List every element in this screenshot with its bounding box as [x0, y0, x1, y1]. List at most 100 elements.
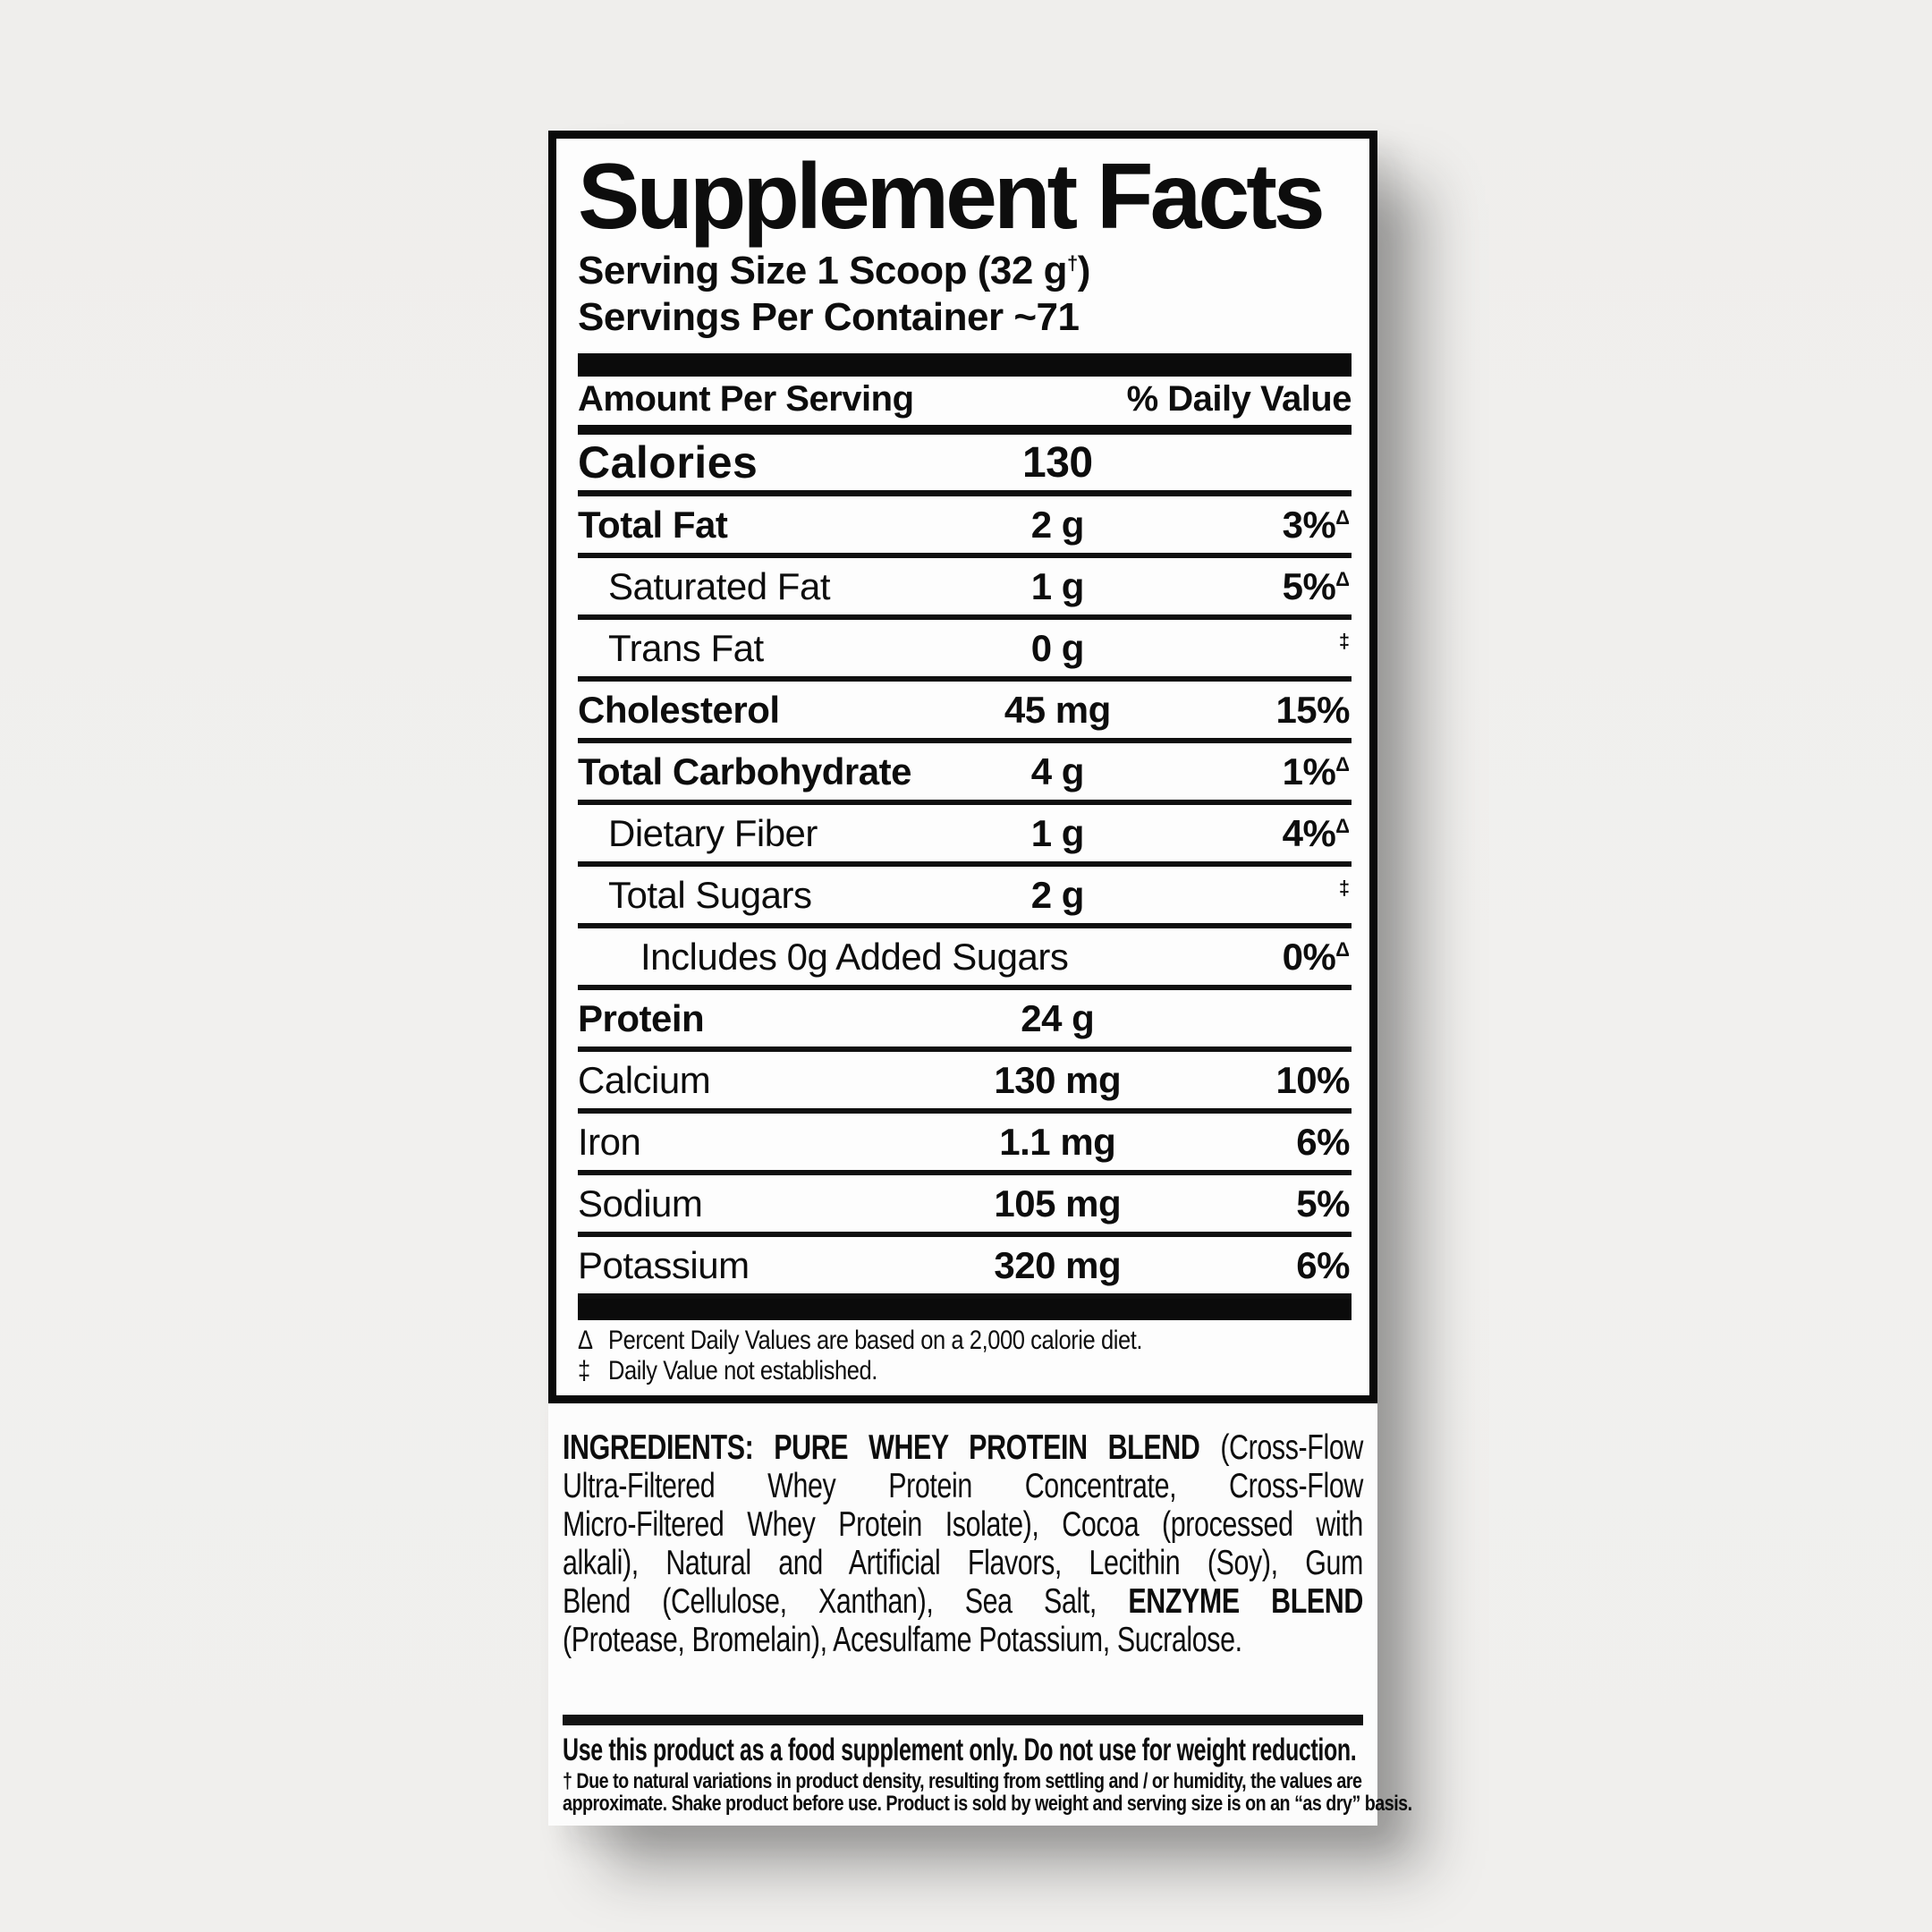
nutrient-daily-value: 6%	[1296, 1244, 1350, 1287]
ingredients-line: (Protease, Bromelain), Acesulfame Potass…	[563, 1621, 1242, 1659]
nutrient-row-potassium: Potassium 320 mg 6%	[578, 1237, 1352, 1299]
dv-symbol: ‡	[1338, 629, 1350, 652]
nutrient-amount: 4 g	[1030, 750, 1085, 792]
nutrient-daily-value: ‡	[1339, 874, 1350, 917]
dv-percent: 10%	[1275, 1058, 1350, 1101]
dv-percent: 3%	[1282, 503, 1336, 546]
nutrient-row-protein: Protein 24 g	[578, 990, 1352, 1052]
nutrient-daily-value: 5%Δ	[1283, 565, 1350, 608]
directions-section: Use this product as a food supplement on…	[563, 1733, 1412, 1816]
nutrient-amount: 1.1 mg	[999, 1120, 1116, 1163]
ingredients-line: Blend (Cellulose, Xanthan), Sea Salt, EN…	[563, 1582, 1363, 1621]
nutrient-amount: 0 g	[1030, 626, 1085, 669]
dv-symbol: ‡	[1338, 876, 1350, 899]
serving-size-close: )	[1077, 249, 1091, 292]
dv-percent: 0%	[1282, 935, 1336, 978]
nutrient-row-total-carbohydrate: Total Carbohydrate 4 g 1%Δ	[578, 743, 1352, 805]
nutrient-amount: 24 g	[1021, 996, 1095, 1039]
nutrient-row-total-sugars: Total Sugars 2 g ‡	[578, 867, 1352, 928]
usage-statement: Use this product as a food supplement on…	[563, 1733, 1357, 1767]
ingredients-line: alkali), Natural and Artificial Flavors,…	[563, 1544, 1363, 1582]
nutrient-amount: 130 mg	[994, 1058, 1122, 1101]
serving-size-text: Serving Size 1 Scoop (32 g	[578, 249, 1067, 292]
nutrient-name: Total Fat	[578, 503, 728, 546]
dv-percent: 5%	[1282, 564, 1336, 607]
nutrient-name: Trans Fat	[608, 626, 764, 669]
density-note: † Due to natural variations in product d…	[563, 1769, 1412, 1816]
nutrient-name: Calcium	[578, 1058, 711, 1101]
usage-statement-wrap: Use this product as a food supplement on…	[563, 1733, 1363, 1768]
thick-divider-bottom	[578, 1299, 1352, 1320]
panel-title: Supplement Facts	[578, 145, 1326, 249]
ingredients-heading: INGREDIENTS: PURE WHEY PROTEIN BLEND	[563, 1428, 1200, 1467]
density-note-line: † Due to natural variations in product d…	[563, 1769, 1362, 1793]
ingredients-line: Micro-Filtered Whey Protein Isolate), Co…	[563, 1505, 1363, 1544]
nutrient-amount: 1 g	[1030, 811, 1085, 854]
servings-per-container-line: Servings Per Container ~71	[578, 295, 1080, 339]
nutrient-row-total-fat: Total Fat 2 g 3%Δ	[578, 496, 1352, 558]
nutrient-amount: 2 g	[1030, 873, 1085, 916]
nutrient-name: Saturated Fat	[608, 564, 830, 607]
nutrient-row-trans-fat: Trans Fat 0 g ‡	[578, 620, 1352, 682]
supplement-label: Supplement Facts Serving Size 1 Scoop (3…	[548, 131, 1412, 1826]
dv-symbol: Δ	[1335, 505, 1350, 529]
dv-percent: 5%	[1296, 1182, 1350, 1224]
nutrient-row-added-sugars: Includes 0g Added Sugars 0%Δ	[578, 928, 1352, 990]
nutrient-row-calcium: Calcium 130 mg 10%	[578, 1052, 1352, 1114]
nutrient-name: Iron	[578, 1120, 641, 1163]
nutrient-daily-value: 5%	[1296, 1182, 1350, 1225]
nutrient-row-iron: Iron 1.1 mg 6%	[578, 1114, 1352, 1175]
nutrient-name: Sodium	[578, 1182, 703, 1224]
nutrient-name: Protein	[578, 996, 705, 1039]
column-header-row: Amount Per Serving % Daily Value	[578, 377, 1352, 425]
nutrient-name: Total Carbohydrate	[578, 750, 911, 792]
dv-symbol: Δ	[1335, 567, 1350, 590]
ingredients-line: Ultra-Filtered Whey Protein Concentrate,…	[563, 1467, 1363, 1505]
calories-value: 130	[1022, 438, 1093, 487]
dagger-symbol: †	[1066, 251, 1078, 275]
supplement-facts-panel: Supplement Facts Serving Size 1 Scoop (3…	[548, 131, 1377, 1403]
dv-symbol: Δ	[1335, 814, 1350, 837]
density-note-line: approximate. Shake product before use. P…	[563, 1792, 1412, 1816]
nutrient-name: Dietary Fiber	[608, 811, 818, 854]
nutrient-row-sodium: Sodium 105 mg 5%	[578, 1175, 1352, 1237]
nutrient-name: Total Sugars	[608, 873, 812, 916]
nutrient-amount: 105 mg	[994, 1182, 1122, 1224]
nutrient-amount: 2 g	[1030, 503, 1085, 546]
ingredients-section: INGREDIENTS: PURE WHEY PROTEIN BLEND (Cr…	[563, 1428, 1363, 1659]
footnotes: Δ Percent Daily Values are based on a 2,…	[578, 1326, 1352, 1395]
serving-size-line: Serving Size 1 Scoop (32 g†)	[578, 248, 1352, 294]
nutrient-amount: 45 mg	[1004, 688, 1111, 731]
header-rule	[578, 425, 1352, 435]
ingredients-paragraph: INGREDIENTS: PURE WHEY PROTEIN BLEND (Cr…	[563, 1428, 1363, 1659]
amount-per-serving-header: Amount Per Serving	[578, 379, 914, 419]
nutrient-daily-value: 0%Δ	[1283, 936, 1350, 979]
nutrient-row-saturated-fat: Saturated Fat 1 g 5%Δ	[578, 558, 1352, 620]
dv-percent: 4%	[1282, 811, 1336, 854]
nutrient-row-cholesterol: Cholesterol 45 mg 15%	[578, 682, 1352, 743]
ingredients-text: (Cross-Flow	[1199, 1428, 1363, 1467]
dv-percent: 6%	[1296, 1120, 1350, 1163]
nutrient-row-dietary-fiber: Dietary Fiber 1 g 4%Δ	[578, 805, 1352, 867]
bottom-divider	[563, 1715, 1363, 1725]
calories-label: Calories	[578, 437, 758, 487]
nutrient-daily-value: 4%Δ	[1283, 812, 1350, 855]
footnote-text: Daily Value not established.	[608, 1356, 877, 1385]
dv-percent: 6%	[1296, 1243, 1350, 1286]
triangle-symbol: Δ	[578, 1326, 593, 1355]
dv-symbol: Δ	[1335, 752, 1350, 775]
footnote-text: Percent Daily Values are based on a 2,00…	[608, 1326, 1143, 1355]
double-dagger-symbol: ‡	[578, 1356, 590, 1385]
calories-row: Calories 130	[578, 435, 1352, 496]
dv-percent: 1%	[1282, 750, 1336, 792]
nutrient-amount: 1 g	[1030, 564, 1085, 607]
nutrient-daily-value: 15%	[1275, 689, 1350, 732]
ingredients-line: INGREDIENTS: PURE WHEY PROTEIN BLEND (Cr…	[563, 1428, 1363, 1467]
nutrient-daily-value: 10%	[1275, 1059, 1350, 1102]
footnote-not-established: ‡ Daily Value not established.	[578, 1356, 1352, 1386]
daily-value-header: % Daily Value	[1126, 379, 1352, 419]
enzyme-blend-heading: ENZYME BLEND	[1096, 1582, 1363, 1621]
nutrient-daily-value: 1%Δ	[1283, 750, 1350, 793]
nutrient-daily-value: ‡	[1339, 627, 1350, 670]
